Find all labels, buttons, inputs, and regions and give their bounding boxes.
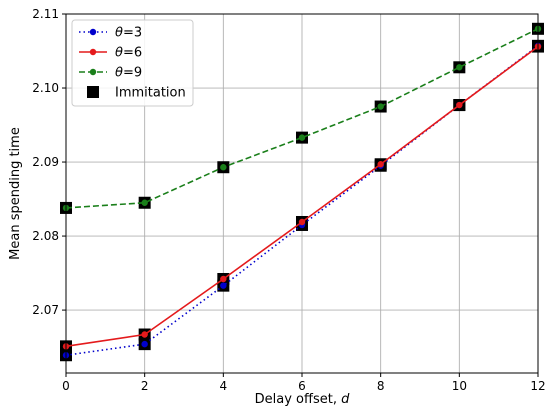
y-tick-label: 2.10 xyxy=(32,81,59,95)
legend-box xyxy=(71,19,194,107)
series-point xyxy=(377,161,384,168)
series-point xyxy=(220,164,227,171)
series-point xyxy=(220,282,227,289)
series-point xyxy=(141,340,148,348)
series-point xyxy=(298,134,306,141)
series-point xyxy=(377,103,384,110)
y-tick-label: 2.08 xyxy=(32,229,59,243)
series-point xyxy=(141,331,148,338)
legend-label: θ=9 xyxy=(115,66,142,81)
series-layer xyxy=(60,22,544,362)
series-point xyxy=(141,199,148,206)
series-point xyxy=(220,275,227,283)
legend-label: θ=6 xyxy=(115,46,142,61)
x-tick-label: 8 xyxy=(377,379,385,393)
x-tick-label: 0 xyxy=(62,379,70,393)
y-tick-label: 2.07 xyxy=(32,303,59,317)
series-point xyxy=(456,64,463,71)
x-axis-label: Delay offset, d xyxy=(255,392,350,407)
ticks: 0 2 4 6 8 10 12 2.07 2.08 2.09 2.10 2.11 xyxy=(32,7,545,393)
legend-marker xyxy=(87,86,99,98)
legend-label: Immitation xyxy=(115,86,186,101)
y-tick-label: 2.11 xyxy=(32,7,59,21)
legend-label: θ=3 xyxy=(115,26,142,41)
y-axis-label: Mean spending time xyxy=(8,127,23,260)
x-tick-label: 12 xyxy=(530,379,545,393)
legend-marker xyxy=(89,28,97,36)
legend-marker xyxy=(89,48,97,56)
x-tick-label: 4 xyxy=(220,379,228,393)
x-tick-label: 6 xyxy=(298,379,306,393)
legend-marker xyxy=(89,68,97,76)
x-tick-label: 10 xyxy=(452,379,467,393)
legend: θ=3 θ=6 θ=9 Immitation xyxy=(71,19,194,107)
series-point xyxy=(298,218,306,226)
y-tick-label: 2.09 xyxy=(32,155,59,169)
series-point xyxy=(456,101,463,109)
x-tick-label: 2 xyxy=(141,379,149,393)
